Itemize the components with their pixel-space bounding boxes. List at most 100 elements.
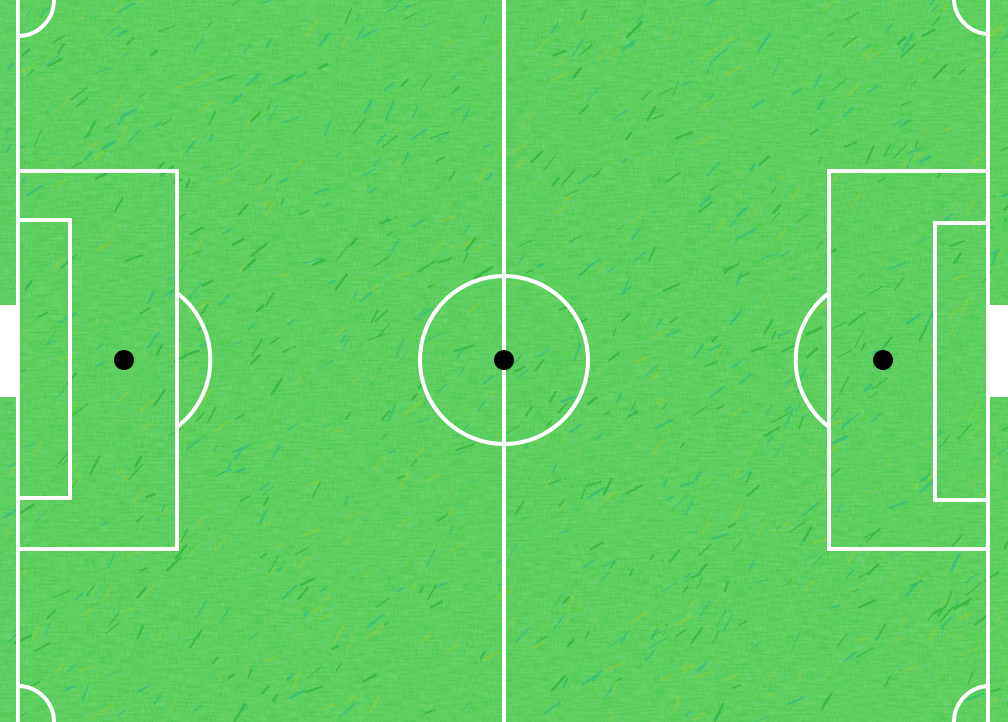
grass-blade [242,704,250,712]
grass-blade [515,626,531,643]
grass-blade [629,583,634,590]
grass-blade [519,240,533,247]
grass-blade [102,296,116,307]
grass-blade [898,363,918,374]
grass-blade [773,441,786,459]
grass-blade [715,311,736,321]
grass-blade [249,354,261,366]
grass-blade [615,393,622,404]
grass-blade [671,81,679,97]
grass-blade [650,329,670,339]
grass-blade [903,374,917,383]
grass-blade [625,482,637,492]
grass-blade [252,266,263,283]
grass-blade [358,98,372,108]
grass-blade [486,107,494,112]
grass-blade [306,665,323,680]
grass-blade [345,638,356,651]
grass-blade [250,242,269,257]
grass-blade [723,262,741,274]
grass-blade [196,70,217,82]
grass-blade [116,417,128,424]
grass-blade [340,174,352,188]
grass-blade [798,536,819,545]
grass-blade [212,444,218,453]
grass-blade [652,269,665,282]
grass-blade [1004,218,1008,222]
grass-blade [396,0,407,6]
grass-blade [281,584,298,600]
grass-blade [304,528,321,537]
grass-blade [716,404,725,410]
grass-blade [94,172,108,180]
grass-blade [27,68,35,77]
grass-blade [808,472,819,484]
grass-blade [883,143,892,157]
grass-blade [965,424,976,437]
grass-blade [919,479,936,493]
grass-blade [270,377,284,396]
grass-blade [124,0,129,5]
grass-blade [195,600,208,619]
grass-blade [961,143,973,149]
grass-blade [869,391,879,399]
grass-blade [88,320,100,326]
grass-blade [126,378,134,385]
grass-blade [551,176,560,187]
grass-blade [128,463,144,480]
grass-blade [272,693,278,702]
grass-blade [706,161,721,177]
grass-blade [924,541,932,549]
grass-blade [961,655,969,667]
grass-blade [736,271,751,280]
grass-blade [43,106,54,127]
grass-blade [861,47,874,58]
grass-blade [460,701,470,713]
grass-blade [965,581,982,597]
grass-blade [390,225,410,233]
grass-blade [772,521,790,534]
grass-blade [163,98,181,113]
grass-blade [771,212,781,222]
grass-blade [388,108,400,114]
grass-blade [61,132,75,144]
grass-blade [963,487,974,496]
grass-blade [802,237,822,248]
grass-blade [365,613,385,629]
grass-blade [398,354,406,363]
grass-blade [86,585,96,595]
grass-blade [526,179,542,187]
grass-blade [698,245,706,259]
grass-blade [684,710,692,717]
grass-blade [462,252,469,264]
grass-blade [174,543,188,560]
grass-blade [642,156,652,162]
grass-blade [209,52,218,68]
grass-blade [966,477,976,490]
grass-blade [246,86,253,90]
grass-blade [51,589,71,599]
grass-blade [835,547,850,566]
grass-blade [507,613,516,629]
grass-blade [900,43,916,58]
grass-blade [40,7,49,16]
grass-blade [791,187,801,201]
grass-blade [156,364,167,382]
grass-blade [958,647,978,657]
grass-blade [513,365,527,373]
grass-blade [662,476,669,488]
grass-blade [265,258,279,267]
grass-blade [676,11,690,28]
grass-blade [312,481,321,498]
grass-blade [419,74,432,91]
grass-blade [70,398,84,417]
grass-blade [514,501,525,516]
grass-blade [242,43,252,55]
grass-blade [798,368,806,382]
grass-blade [625,484,644,495]
grass-blade [280,197,285,205]
grass-blade [770,463,778,470]
grass-blade [352,118,366,136]
grass-blade [381,214,390,226]
grass-blade [641,90,652,100]
